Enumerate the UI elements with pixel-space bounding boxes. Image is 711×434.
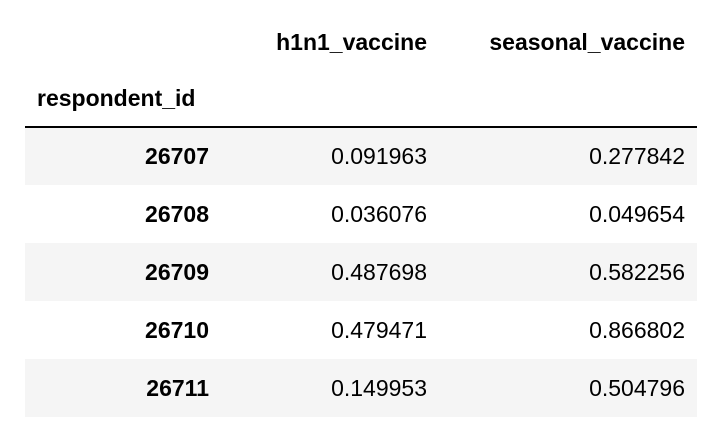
- table-row: 26710 0.479471 0.866802: [25, 301, 697, 359]
- cell-h1n1: 0.149953: [331, 374, 427, 401]
- row-index: 26707: [145, 143, 209, 169]
- index-row-empty-cell: [221, 70, 439, 128]
- index-name: respondent_id: [25, 70, 221, 128]
- column-header-row: h1n1_vaccine seasonal_vaccine: [25, 14, 697, 70]
- table-row: 26709 0.487698 0.582256: [25, 243, 697, 301]
- column-header-seasonal: seasonal_vaccine: [489, 28, 685, 55]
- cell-h1n1: 0.036076: [331, 200, 427, 227]
- table-body: 26707 0.091963 0.277842 26708 0.036076 0…: [25, 127, 697, 417]
- table-header: h1n1_vaccine seasonal_vaccine respondent…: [25, 14, 697, 128]
- cell-h1n1: 0.479471: [331, 316, 427, 343]
- index-row-empty-cell: [439, 70, 697, 128]
- cell-seasonal: 0.504796: [589, 374, 685, 401]
- row-index: 26709: [145, 258, 209, 285]
- row-index: 26711: [146, 374, 209, 401]
- index-name-row: respondent_id: [25, 70, 697, 128]
- cell-seasonal: 0.582256: [589, 258, 685, 285]
- row-index: 26708: [145, 200, 209, 227]
- cell-seasonal: 0.866802: [589, 316, 685, 343]
- table-row: 26708 0.036076 0.049654: [25, 185, 697, 243]
- cell-h1n1: 0.487698: [331, 258, 427, 285]
- table-row: 26707 0.091963 0.277842: [25, 127, 697, 185]
- table-row: 26711 0.149953 0.504796: [25, 359, 697, 417]
- column-header-h1n1: h1n1_vaccine: [276, 28, 427, 55]
- corner-cell: [25, 14, 221, 70]
- dataframe-table: h1n1_vaccine seasonal_vaccine respondent…: [25, 14, 697, 417]
- cell-h1n1: 0.091963: [331, 143, 427, 169]
- row-index: 26710: [145, 316, 209, 343]
- cell-seasonal: 0.277842: [589, 143, 685, 169]
- cell-seasonal: 0.049654: [589, 200, 685, 227]
